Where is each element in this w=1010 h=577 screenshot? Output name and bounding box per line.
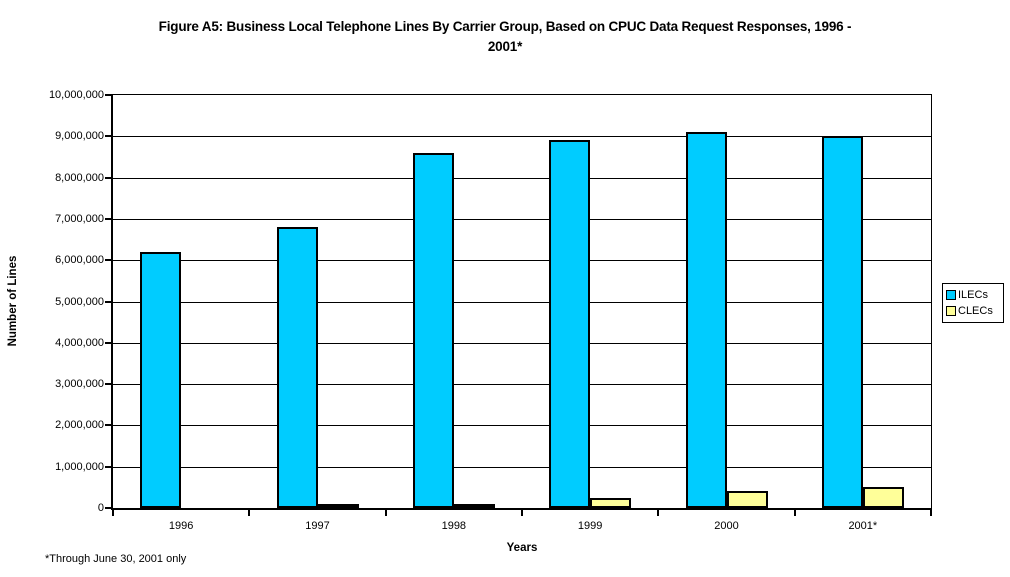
- bar-clecs-2000: [726, 491, 768, 508]
- gridline: [113, 342, 931, 344]
- x-category-label: 2000: [714, 520, 739, 532]
- y-tick-label: 8,000,000: [55, 171, 104, 184]
- x-tick-mark: [521, 510, 523, 516]
- x-category-label: 1996: [168, 520, 194, 532]
- y-tick-label: 3,000,000: [55, 378, 104, 391]
- y-tick-mark: [105, 176, 112, 179]
- x-category-label: 1998: [441, 520, 467, 532]
- y-tick-mark: [105, 217, 112, 220]
- legend-item-clecs: CLECs: [946, 303, 1001, 319]
- gridline: [113, 260, 931, 262]
- x-tick-mark: [657, 510, 660, 516]
- bar-clecs-2001: [862, 486, 904, 508]
- bar-ilecs-1996: [140, 251, 182, 508]
- y-tick-label: 9,000,000: [55, 130, 104, 143]
- y-tick-mark: [105, 424, 112, 427]
- x-tick-mark: [112, 510, 114, 516]
- x-tick-mark: [384, 510, 387, 516]
- y-tick-label: 1,000,000: [55, 460, 104, 473]
- legend-swatch-icon: [946, 306, 956, 316]
- bar-ilecs-2000: [685, 132, 727, 508]
- gridline: [113, 218, 931, 220]
- y-tick-mark: [105, 383, 112, 386]
- y-tick-mark: [105, 465, 112, 468]
- plot-area: [111, 94, 932, 510]
- x-tick-mark: [930, 510, 932, 516]
- y-tick-mark: [105, 94, 112, 96]
- y-tick-label: 7,000,000: [55, 212, 104, 225]
- y-tick-mark: [105, 135, 112, 138]
- chart-title-line1: Figure A5: Business Local Telephone Line…: [158, 19, 852, 34]
- y-tick-mark: [105, 341, 112, 344]
- bar-ilecs-1997: [276, 227, 318, 508]
- bar-ilecs-2001: [821, 136, 863, 508]
- bar-clecs-1999: [590, 497, 632, 508]
- gridline: [113, 425, 931, 427]
- legend-swatch-icon: [946, 290, 956, 300]
- gridline: [113, 384, 931, 386]
- chart-footnote: *Through June 30, 2001 only: [45, 553, 187, 565]
- gridline: [113, 466, 931, 468]
- legend-label: ILECs: [958, 289, 988, 301]
- gridline: [113, 177, 931, 179]
- chart-title-line2: 2001*: [487, 39, 523, 54]
- bar-ilecs-1998: [412, 152, 454, 508]
- x-category-label: 1997: [305, 520, 330, 532]
- x-category-label: 2001*: [848, 520, 878, 532]
- legend: ILECs CLECs: [942, 283, 1004, 323]
- y-tick-label: 5,000,000: [55, 295, 104, 308]
- y-tick-label: 10,000,000: [48, 89, 104, 101]
- y-tick-label: 0: [97, 502, 104, 514]
- bar-clecs-1998: [453, 504, 495, 508]
- y-tick-mark: [105, 300, 112, 303]
- y-tick-label: 4,000,000: [55, 336, 104, 349]
- x-tick-mark: [793, 510, 796, 516]
- legend-label: CLECs: [958, 305, 993, 317]
- x-category-label: 1999: [577, 520, 603, 532]
- x-tick-mark: [248, 510, 251, 516]
- gridline: [113, 301, 931, 303]
- legend-item-ilecs: ILECs: [946, 287, 1001, 303]
- y-tick-mark: [105, 259, 112, 262]
- bar-clecs-1997: [317, 504, 359, 508]
- chart-title: Figure A5: Business Local Telephone Line…: [0, 17, 1010, 57]
- x-axis-title: Years: [506, 542, 538, 554]
- y-tick-label: 2,000,000: [55, 419, 104, 432]
- y-tick-label: 6,000,000: [55, 254, 104, 267]
- y-tick-mark: [105, 507, 112, 509]
- bar-ilecs-1999: [549, 140, 591, 508]
- gridline: [113, 136, 931, 138]
